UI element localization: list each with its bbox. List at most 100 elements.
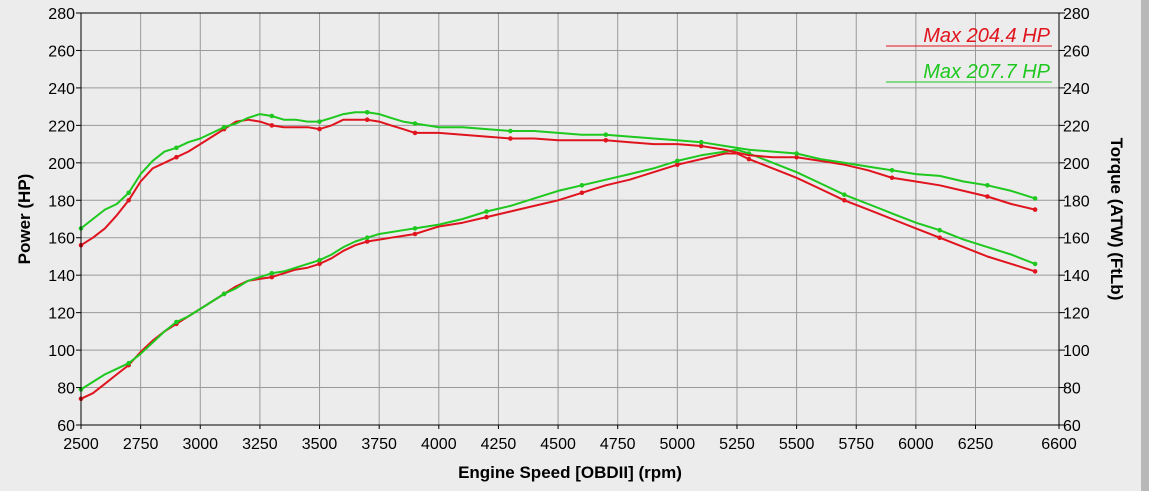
data-point [221,124,227,130]
data-point [269,123,275,128]
data-point [221,291,227,297]
data-point [937,235,942,240]
y2-tick-label: 280 [1063,6,1090,23]
y-tick-label: 120 [48,306,75,323]
y2-tick-label: 240 [1063,81,1090,98]
data-point [675,158,680,164]
data-point [269,271,275,276]
data-point [126,360,131,366]
data-point [174,145,179,151]
data-point [842,192,847,197]
data-point [269,274,275,280]
x-tick-label: 3000 [182,436,218,453]
y-tick-label: 80 [57,381,75,398]
y2-tick-label: 120 [1063,306,1090,323]
data-point [579,183,585,188]
y2-tick-label: 100 [1063,343,1090,360]
series-2 [78,117,1038,248]
data-point [1032,196,1038,201]
y2-tick-label: 60 [1063,418,1081,435]
data-point [126,190,131,196]
x-tick-label: 2500 [63,436,99,453]
data-point [412,226,418,231]
series-3 [78,110,1038,231]
data-point [603,138,609,143]
y2-tick-label: 180 [1063,193,1090,210]
series-layer [78,110,1038,402]
data-point [484,209,489,214]
x-axis-label: Engine Speed [OBDII] (rpm) [458,463,682,482]
data-point [746,156,752,162]
data-point [579,190,585,196]
data-point [794,154,799,160]
data-point [842,198,847,203]
y-tick-label: 200 [48,156,75,173]
x-tick-label: 5250 [719,436,755,453]
legend: Max 204.4 HP Max 207.7 HP [886,25,1052,83]
y-tick-label: 220 [48,118,75,135]
data-point [603,132,609,137]
y2-tick-label: 260 [1063,43,1090,60]
window-edge [1141,0,1149,491]
x-tick-label: 4250 [481,436,517,453]
data-point [675,162,680,167]
plot-frame [80,12,1060,426]
series-line [80,111,1036,230]
data-point [364,235,370,240]
y2-tick-label: 200 [1063,156,1090,173]
data-point [412,231,418,237]
data-point [317,261,322,267]
data-point [317,126,322,132]
data-point [794,151,799,156]
data-point [1032,207,1038,212]
data-point [412,130,418,136]
y2-tick-labels: 60 80 100 120 140 160 180 200 220 240 260 280 [1059,6,1090,435]
data-point [985,194,990,199]
y-tick-labels: 60 80 100 120 140 160 180 200 220 240 260 280 [48,6,81,435]
x-tick-label: 3250 [242,436,278,453]
y2-tick-label: 220 [1063,118,1090,135]
x-tick-label: 5750 [838,436,874,453]
plot-area [81,13,1059,425]
y-tick-label: 160 [48,231,75,248]
data-point [126,198,131,203]
data-point [317,257,322,263]
x-tick-label: 4750 [600,436,636,453]
y-tick-label: 180 [48,193,75,210]
data-point [698,139,704,145]
data-point [412,121,418,126]
data-point [484,214,489,220]
x-tick-labels: 2500 2750 3000 3250 3500 3750 4000 4250 4500 4750… [63,425,1077,453]
series-line [80,118,1036,247]
x-tick-label: 6600 [1041,436,1077,453]
data-point [937,227,942,233]
y-tick-label: 240 [48,81,75,98]
x-tick-label: 2750 [123,436,159,453]
data-point [269,113,275,119]
x-tick-label: 3500 [302,436,338,453]
data-point [364,117,370,122]
data-point [698,143,704,149]
y-tick-label: 140 [48,268,75,285]
data-point [317,119,322,124]
y-tick-label: 60 [57,418,75,435]
x-tick-label: 4500 [540,436,576,453]
x-tick-label: 4000 [421,436,457,453]
data-point [889,175,895,181]
data-point [1032,261,1038,267]
y2-axis-label: Torque (ATW) (FtLb) [1107,138,1126,301]
data-point [508,136,513,141]
x-tick-label: 5500 [779,436,815,453]
x-tick-label: 6000 [898,436,934,453]
y-tick-label: 100 [48,343,75,360]
data-point [985,183,990,188]
y-axis-label: Power (HP) [15,174,34,265]
data-point [174,154,179,160]
y-tick-label: 280 [48,6,75,23]
x-tick-label: 5000 [660,436,696,453]
y-tick-label: 260 [48,43,75,60]
y2-tick-label: 80 [1063,381,1081,398]
legend-entry-green: Max 207.7 HP [923,61,1050,83]
y2-tick-label: 140 [1063,268,1090,285]
